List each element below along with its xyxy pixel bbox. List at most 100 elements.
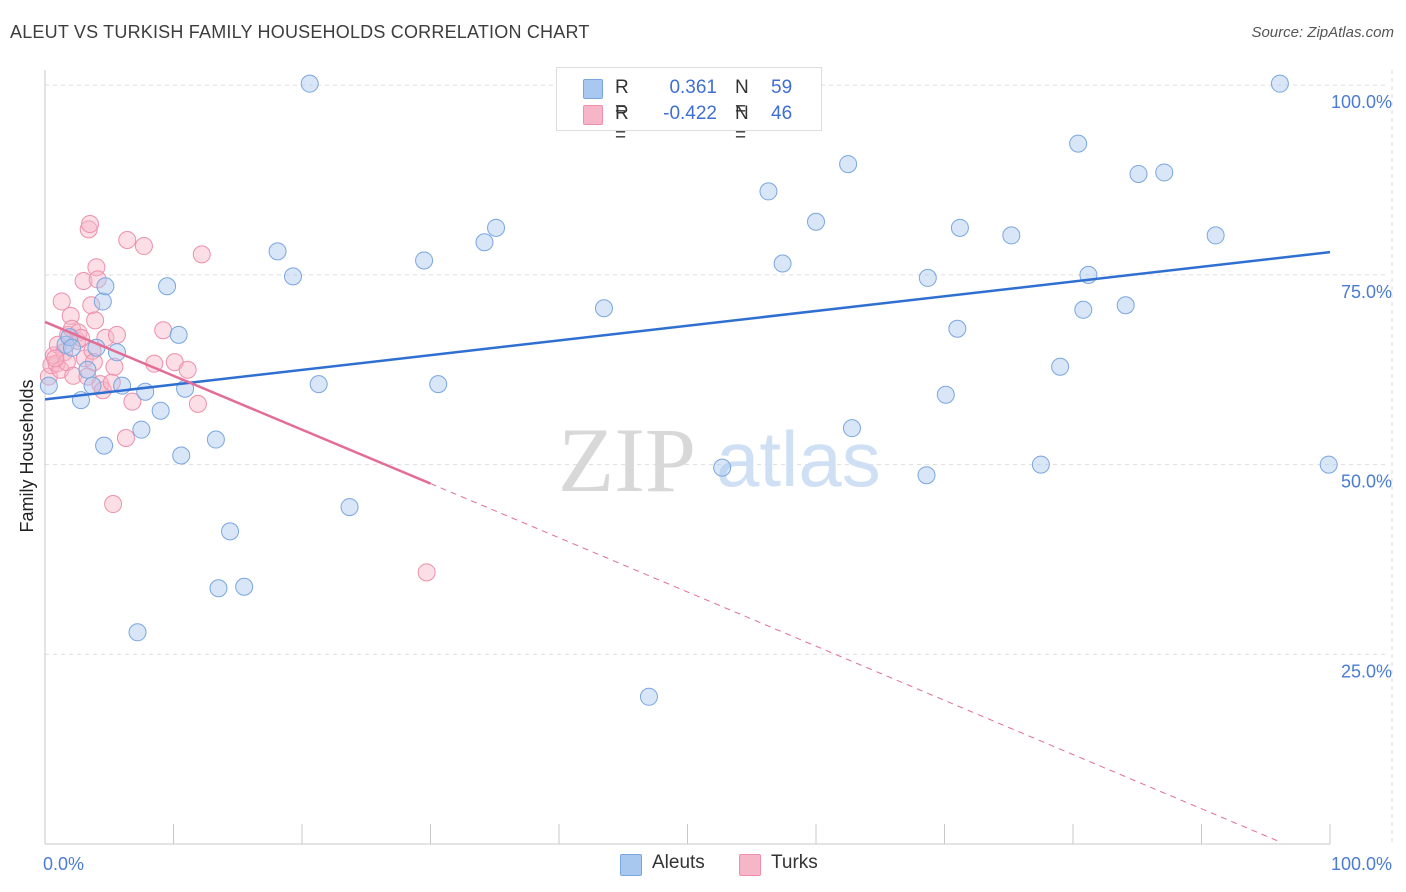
aleuts-point — [429, 375, 448, 394]
aleuts-point — [1069, 134, 1088, 153]
aleuts-point — [773, 254, 792, 273]
turks-point — [52, 292, 71, 311]
correlation-legend: R = 0.361 N = 59 R = -0.422 N = 46 — [556, 67, 822, 146]
aleuts-point — [475, 233, 494, 252]
turks-point — [123, 392, 142, 411]
aleuts-point — [1155, 163, 1174, 182]
y-tick-label: 75.0% — [1341, 282, 1392, 302]
turks-point — [80, 215, 99, 234]
aleuts-point — [284, 267, 303, 286]
r-value: 0.361 — [669, 77, 717, 98]
tick-labels: 25.0% 50.0% 75.0% 100.0% 0.0% 100.0% — [43, 92, 1392, 874]
r-label: R = — [615, 103, 629, 146]
aleuts-point — [221, 522, 240, 541]
turks-swatch — [583, 105, 603, 125]
axes — [44, 70, 1331, 845]
aleuts-point — [807, 212, 825, 231]
aleuts-point — [340, 498, 359, 517]
aleuts-point — [93, 292, 112, 311]
turks-trend-extension — [430, 483, 1279, 842]
aleuts-point — [487, 218, 506, 237]
legend-label: Aleuts — [652, 852, 705, 873]
turks-point — [105, 357, 124, 376]
source-label: Source: ZipAtlas.com — [1251, 24, 1394, 41]
n-label: N = — [735, 103, 749, 146]
aleuts-point — [842, 419, 861, 438]
y-tick-label: 100.0% — [1331, 92, 1392, 112]
aleuts-point — [1051, 357, 1070, 376]
chart-title: ALEUT VS TURKISH FAMILY HOUSEHOLDS CORRE… — [10, 22, 590, 42]
turks-point — [188, 394, 207, 413]
turks-point — [61, 306, 80, 325]
y-tick-label: 25.0% — [1341, 661, 1392, 681]
aleuts-swatch — [620, 854, 642, 876]
n-label: N = — [735, 77, 749, 120]
aleuts-point — [95, 436, 114, 455]
gridlines — [45, 70, 1393, 844]
aleuts-point — [948, 319, 967, 338]
turks-point — [82, 296, 101, 315]
x-tick-label: 100.0% — [1331, 854, 1392, 874]
aleuts-point — [639, 687, 658, 706]
aleuts-point — [235, 577, 254, 596]
turks-point — [107, 325, 126, 344]
turks-point — [417, 563, 436, 582]
aleuts-point — [950, 218, 969, 237]
turks-point — [116, 429, 135, 448]
turks-trend-line — [44, 320, 431, 485]
aleuts-point — [128, 623, 147, 642]
trend-lines — [44, 250, 1331, 842]
n-value: 46 — [771, 103, 793, 124]
aleuts-point — [713, 458, 732, 477]
aleuts-point — [839, 155, 858, 174]
aleuts-point — [594, 299, 613, 318]
turks-point — [154, 321, 173, 340]
aleuts-point — [39, 376, 58, 395]
watermark-atlas: atlas — [716, 415, 881, 503]
r-value: -0.422 — [663, 103, 717, 124]
aleuts-point — [415, 251, 434, 270]
turks-point — [134, 237, 153, 256]
aleuts-point — [268, 242, 287, 261]
aleuts-point — [1270, 74, 1289, 93]
aleuts-point — [309, 375, 328, 394]
aleuts-point — [209, 579, 228, 598]
legend-label: Turks — [771, 852, 818, 873]
aleuts-point — [936, 385, 955, 404]
aleuts-point — [78, 360, 97, 379]
aleuts-point — [918, 268, 937, 287]
n-value: 59 — [771, 77, 793, 98]
aleuts-point — [1116, 296, 1135, 315]
watermark: ZIP atlas — [558, 409, 881, 511]
aleuts-point — [151, 401, 170, 420]
y-axis-label: Family Households — [17, 379, 37, 532]
turks-point — [88, 270, 107, 289]
aleuts-point — [132, 420, 151, 439]
aleuts-point — [206, 430, 225, 449]
turks-point — [46, 349, 65, 368]
aleuts-point — [759, 182, 778, 201]
watermark-zip: ZIP — [558, 409, 696, 511]
y-tick-label: 50.0% — [1341, 472, 1392, 492]
turks-point — [86, 311, 105, 330]
aleuts-point — [96, 277, 115, 296]
aleuts-point — [1129, 164, 1148, 183]
turks-point — [104, 495, 123, 514]
aleuts-point — [136, 382, 155, 401]
turks-points — [39, 215, 436, 582]
aleuts-point — [1319, 455, 1338, 474]
aleuts-point — [1031, 455, 1050, 474]
aleuts-swatch — [583, 79, 603, 99]
turks-point — [74, 271, 93, 290]
aleuts-point — [169, 325, 188, 344]
r-label: R = — [615, 77, 629, 120]
x-tick-label: 0.0% — [43, 854, 84, 874]
aleuts-point — [83, 376, 102, 395]
turks-point — [192, 245, 211, 264]
turks-point — [75, 349, 94, 368]
aleuts-point — [1074, 300, 1093, 319]
aleuts-point — [62, 338, 81, 357]
turks-point — [84, 353, 103, 372]
turks-point — [118, 230, 137, 249]
